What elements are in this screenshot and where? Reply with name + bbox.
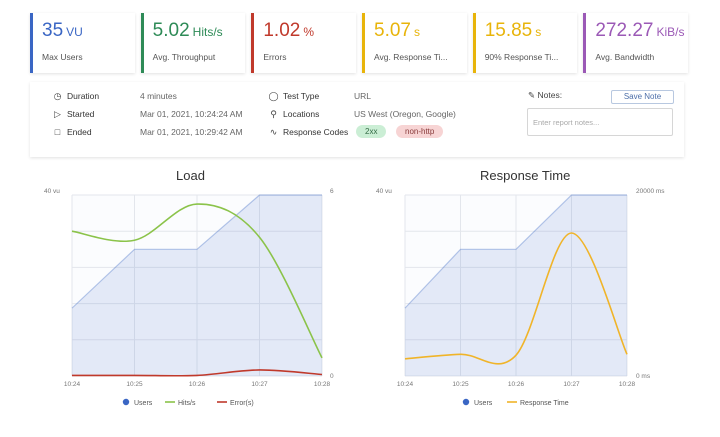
kpi-value: 5.02 Hits/s (152, 20, 223, 41)
x-tick-label: 10:27 (563, 381, 580, 388)
x-tick-label: 10:24 (64, 381, 81, 388)
test-type-label: Test Type (283, 91, 320, 101)
duration-row: ◷ Duration 4 minutes (52, 90, 252, 102)
location-pin-icon: ⚲ (270, 109, 277, 119)
report-notes-input[interactable] (527, 108, 673, 136)
series-users-area (405, 195, 627, 376)
x-tick-label: 10:28 (314, 381, 331, 388)
y-axis-right-top-label: 20000 ms (636, 188, 665, 195)
kpi-card-90-response: 15.85 s 90% Response Ti... (472, 13, 578, 73)
stop-icon: □ (54, 127, 61, 137)
load-chart-title: Load (176, 168, 205, 183)
test-type-row: ◯ Test Type URL (268, 90, 498, 102)
series-users-area (72, 195, 322, 376)
notes-heading: ✎ Notes: (528, 90, 562, 101)
legend-marker-users (462, 398, 470, 406)
series-users-line (71, 194, 322, 309)
kpi-card-max-users: 35 VU Max Users (30, 13, 135, 73)
response-code-non-http-badge[interactable]: non-http (396, 125, 444, 138)
series-response-time-line (404, 232, 628, 365)
test-info-panel: ◷ Duration 4 minutes ▷ Started Mar 01, 2… (30, 82, 684, 157)
response-codes-row: ∿ Response Codes (268, 126, 498, 138)
load-chart-plot: 40 vu 6 0 10:24 10:25 10:26 10:27 10:28 Users Hit… (44, 188, 334, 407)
x-tick-label: 10:27 (251, 381, 268, 388)
started-row: ▷ Started Mar 01, 2021, 10:24:24 AM (52, 108, 272, 120)
response-codes-label: Response Codes (283, 127, 349, 137)
duration-value: 4 minutes (140, 91, 177, 101)
x-tick-label: 10:25 (452, 381, 469, 388)
pulse-icon: ∿ (269, 127, 278, 137)
pencil-icon: ✎ (528, 90, 536, 100)
y-axis-right-top-label: 6 (330, 188, 334, 195)
kpi-label: Avg. Bandwidth (595, 52, 655, 62)
kpi-card-throughput: 5.02 Hits/s Avg. Throughput (140, 13, 246, 73)
legend-label-users: Users (134, 400, 153, 407)
test-type-value: URL (354, 91, 372, 101)
x-tick-label: 10:26 (189, 381, 206, 388)
ended-value: Mar 01, 2021, 10:29:42 AM (140, 127, 243, 137)
legend-marker-users (122, 398, 130, 406)
kpi-value: 5.07 s (374, 20, 420, 41)
series-hits-s-line (71, 203, 323, 359)
legend-label-users: Users (474, 400, 493, 407)
y-axis-left-top-label: 40 vu (376, 188, 392, 195)
kpi-value: 272.27 KiB/s (595, 20, 685, 41)
kpi-label: 90% Response Ti... (484, 52, 559, 62)
kpi-card-bandwidth: 272.27 KiB/s Avg. Bandwidth (583, 13, 689, 73)
kpi-label: Avg. Throughput (152, 52, 216, 62)
locations-label: Locations (283, 109, 320, 119)
kpi-value: 15.85 s (484, 20, 542, 41)
legend-label-response-time: Response Time (520, 400, 569, 407)
kpi-row: 35 VU Max Users 5.02 Hits/s Avg. Throughpu… (30, 13, 689, 73)
notes-title: Notes: (537, 90, 563, 100)
series-users-line (404, 194, 627, 309)
kpi-label: Avg. Response Ti... (374, 52, 448, 62)
series-error-s-line (72, 369, 323, 377)
kpi-label: Errors (263, 52, 287, 62)
kpi-value: 35 VU (42, 20, 83, 41)
kpi-label: Max Users (42, 52, 83, 62)
started-label: Started (67, 109, 95, 119)
started-value: Mar 01, 2021, 10:24:24 AM (140, 109, 243, 119)
ended-row: □ Ended Mar 01, 2021, 10:29:42 AM (52, 126, 272, 138)
y-axis-left-top-label: 40 vu (44, 188, 60, 195)
x-tick-label: 10:24 (397, 381, 414, 388)
clock-icon: ◷ (53, 91, 62, 101)
locations-value: US West (Oregon, Google) (354, 109, 456, 119)
y-axis-right-bottom-label: 0 (330, 373, 334, 380)
y-axis-right-bottom-label: 0 ms (636, 373, 651, 380)
tag-icon: ◯ (268, 91, 279, 101)
duration-label: Duration (67, 91, 100, 101)
kpi-card-avg-response: 5.07 s Avg. Response Ti... (362, 13, 467, 73)
response-time-chart-plot: 40 vu 20000 ms 0 ms 10:24 10:25 10:26 10:27 10:… (376, 188, 665, 407)
response-code-2xx-badge[interactable]: 2xx (356, 125, 387, 138)
ended-label: Ended (67, 127, 92, 137)
legend-label-error-s: Error(s) (230, 400, 254, 407)
x-tick-label: 10:28 (619, 381, 636, 388)
kpi-card-errors: 1.02% Errors (251, 13, 357, 73)
legend-label-hits-s: Hits/s (178, 400, 196, 407)
locations-row: ⚲ Locations US West (Oregon, Google) (268, 108, 498, 120)
x-tick-label: 10:25 (126, 381, 143, 388)
play-icon: ▷ (54, 109, 61, 119)
response-time-chart-title: Response Time (480, 168, 571, 183)
x-tick-label: 10:26 (508, 381, 525, 388)
kpi-value: 1.02% (263, 20, 314, 41)
save-note-button[interactable]: Save Note (611, 90, 674, 104)
